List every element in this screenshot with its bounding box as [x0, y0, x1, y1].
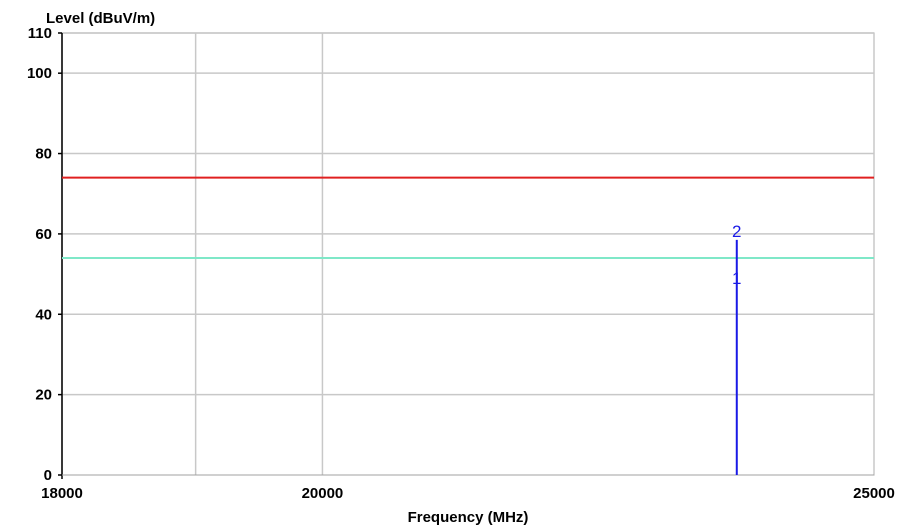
y-tick-label: 60: [35, 226, 52, 243]
markers: 21: [732, 222, 742, 475]
marker-label-2: 2: [732, 222, 741, 241]
y-tick-label: 80: [35, 146, 52, 163]
limit-lines: [62, 176, 874, 260]
grid: [58, 32, 875, 479]
x-axis-title: Frequency (MHz): [408, 509, 529, 526]
y-tick-label: 100: [27, 65, 52, 82]
plot-area: [61, 32, 875, 476]
x-tick-label: 18000: [41, 485, 83, 502]
y-tick-label: 20: [35, 387, 52, 404]
y-tick-label: 0: [44, 467, 52, 484]
y-tick-label: 40: [35, 306, 52, 323]
y-tick-label: 110: [28, 25, 52, 42]
y-axis-title: Level (dBuV/m): [46, 10, 155, 27]
x-tick-labels: 18000 20000 25000: [41, 485, 895, 502]
x-tick-label: 25000: [853, 485, 895, 502]
y-tick-labels: 0 20 40 60 80 100 110: [27, 25, 52, 484]
marker-label-1: 1: [732, 269, 741, 288]
x-tick-label: 20000: [302, 485, 344, 502]
